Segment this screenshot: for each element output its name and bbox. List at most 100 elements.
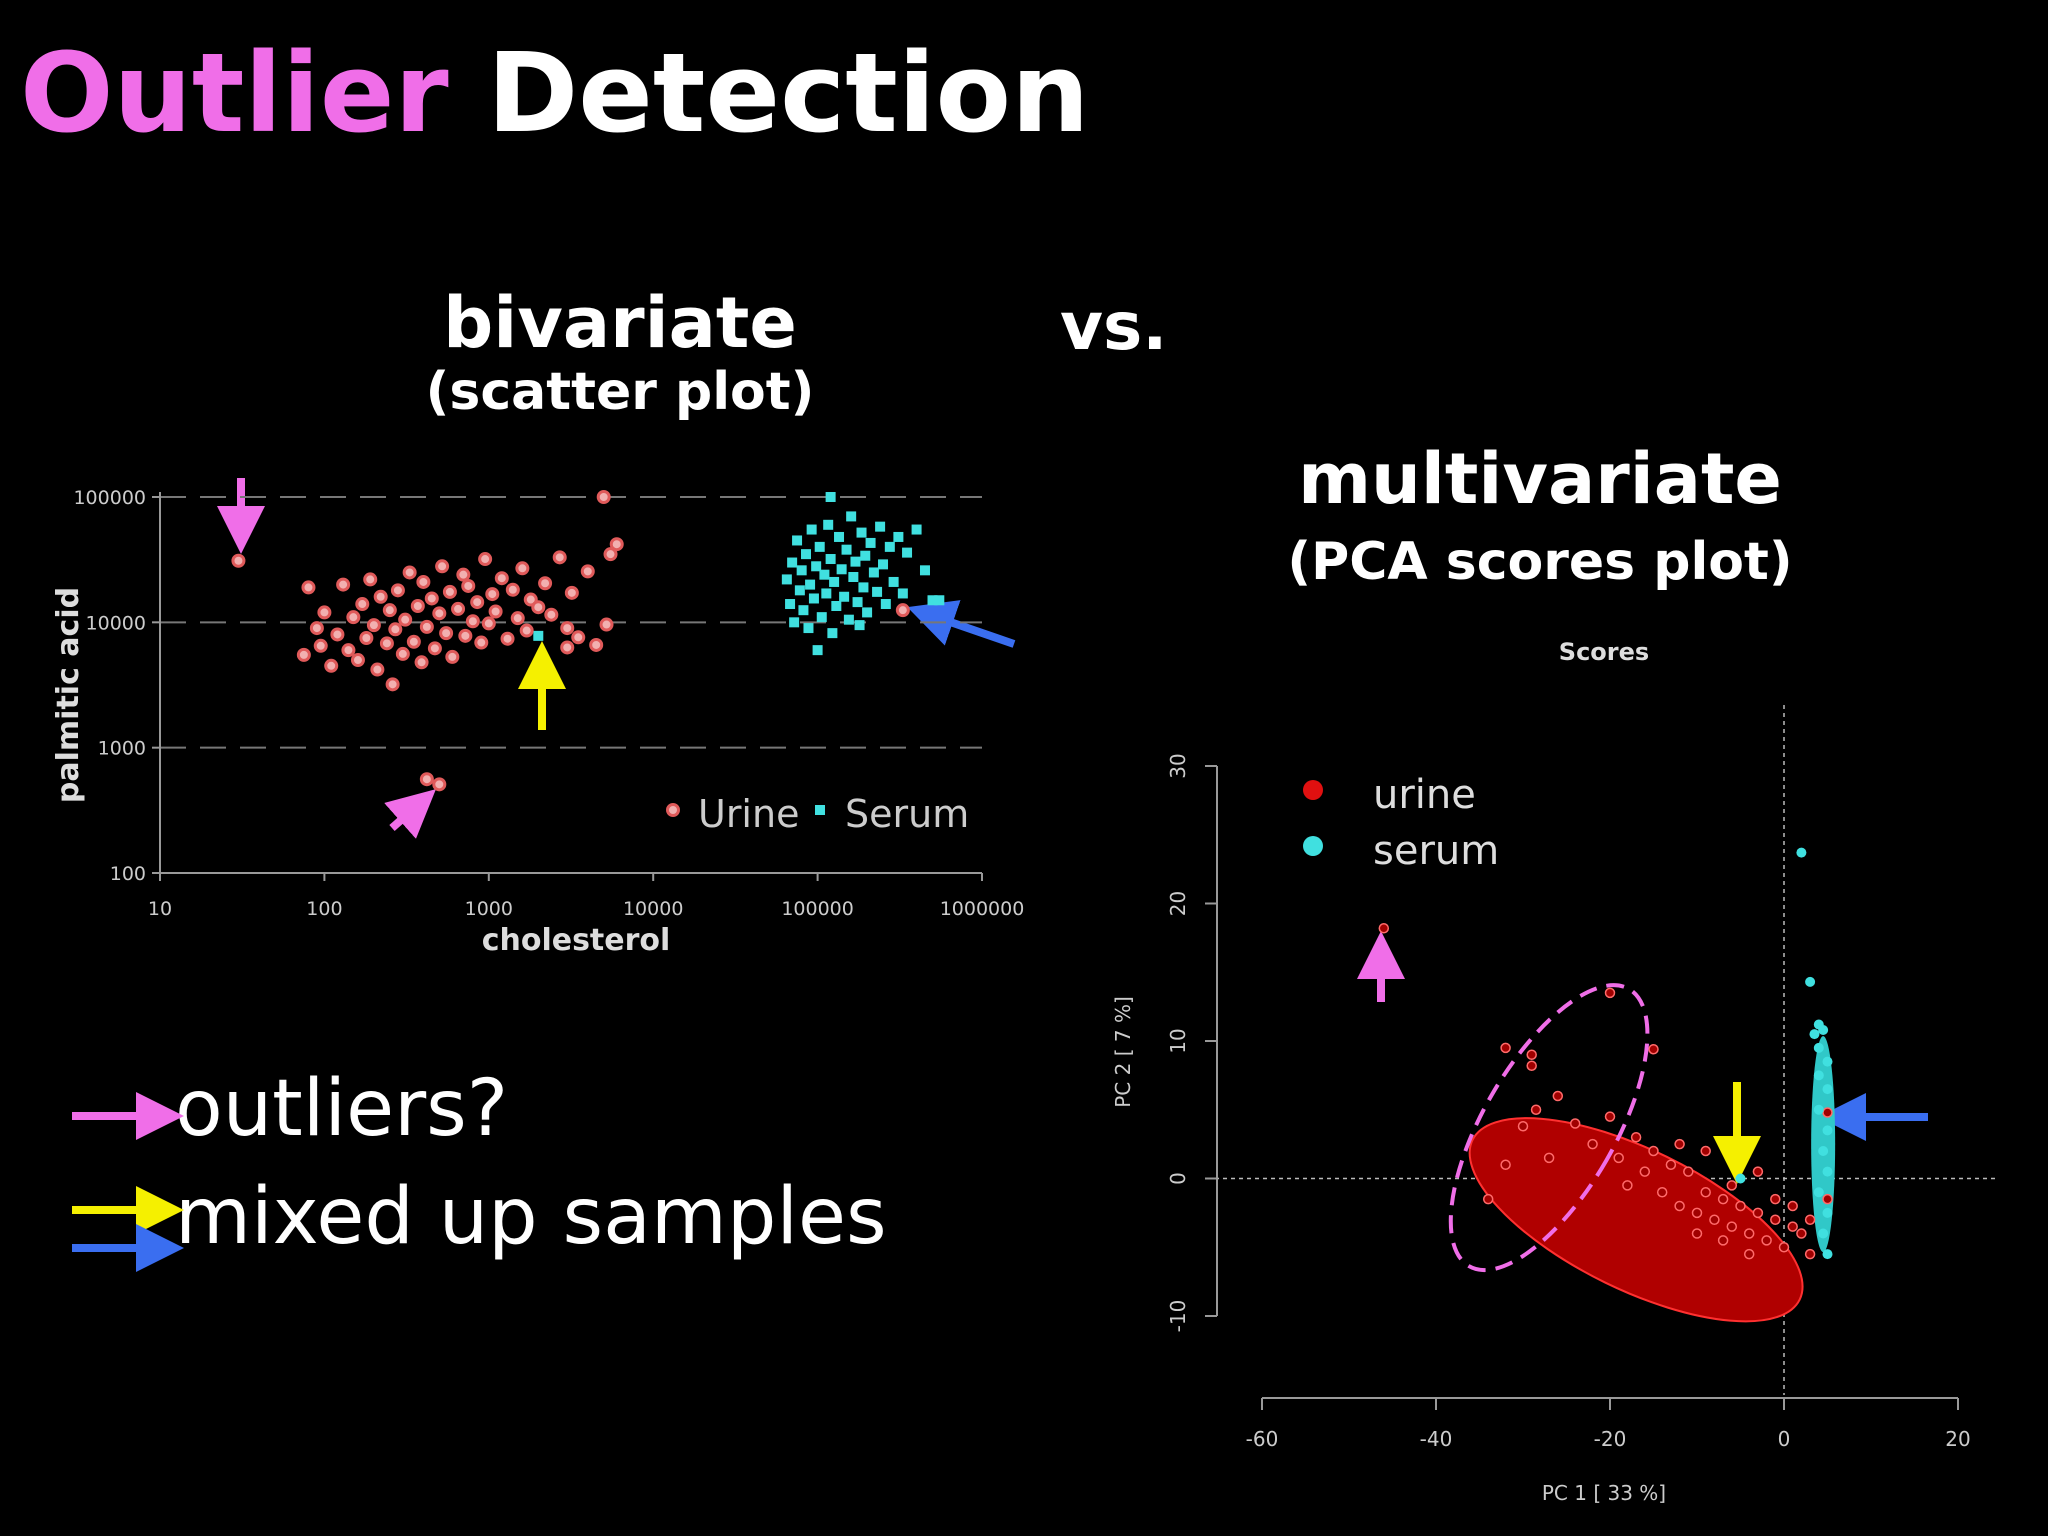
serum-point	[911, 524, 922, 535]
urine-point	[1639, 1166, 1651, 1177]
urine-point	[1787, 1200, 1798, 1212]
serum-point	[1796, 847, 1807, 858]
pca-scores-chart: Scores -60 -40 -20 0 20 -10 0 10 20 30 PC 1 [ 33 %]…	[1111, 638, 1995, 1505]
outlier-group-ellipse	[1448, 983, 1650, 1273]
urine-point	[1648, 1145, 1659, 1157]
urine-point	[1726, 1221, 1738, 1232]
urine-point	[379, 636, 394, 651]
urine-point	[373, 589, 388, 604]
serum-point	[1818, 1146, 1829, 1156]
urine-point	[515, 561, 530, 576]
urine-point	[424, 591, 439, 606]
urine-point	[552, 550, 567, 565]
urine-point	[1500, 1159, 1511, 1170]
serum-point	[794, 585, 805, 596]
serum-point	[848, 571, 859, 582]
urine-point	[1804, 1248, 1816, 1260]
serum-point	[812, 645, 823, 656]
urine-point	[330, 627, 345, 642]
serum-point	[856, 527, 867, 538]
serum-point	[806, 524, 817, 535]
serum-point	[893, 531, 904, 542]
serum-point	[850, 556, 861, 567]
urine-point	[1735, 1200, 1746, 1212]
legend-urine-label: urine	[1373, 772, 1476, 818]
urine-point	[1709, 1214, 1720, 1225]
urine-point	[560, 621, 575, 636]
x-tick-label: 10000	[623, 898, 683, 920]
serum-point	[831, 600, 842, 611]
urine-point	[603, 547, 618, 562]
serum-point	[1822, 1056, 1833, 1067]
serum-point	[902, 547, 913, 558]
legend-serum-label: serum	[1373, 828, 1499, 874]
urine-point	[1700, 1187, 1711, 1198]
urine-point	[324, 658, 339, 673]
urine-point	[445, 649, 460, 664]
serum-point	[846, 511, 857, 522]
urine-point	[481, 616, 496, 631]
urine-point	[1717, 1235, 1729, 1246]
urine-point	[1526, 1049, 1537, 1060]
pca-title: Scores	[1559, 638, 1649, 666]
multivariate-heading: multivariate	[1298, 438, 1782, 520]
x-tick-label: 100000	[781, 898, 854, 920]
urine-point	[1517, 1121, 1529, 1132]
urine-point	[442, 584, 457, 599]
x-tick-label: 100	[306, 898, 342, 920]
serum-point	[825, 492, 836, 502]
serum-point	[792, 535, 803, 546]
serum-point	[860, 550, 871, 561]
urine-point	[346, 610, 361, 625]
x-axis-label: cholesterol	[482, 923, 671, 958]
urine-point	[419, 772, 434, 787]
serum-point	[1818, 1025, 1829, 1035]
urine-point	[510, 611, 525, 626]
urine-point	[478, 552, 493, 567]
left-pink-arrow-bottom	[384, 789, 436, 839]
urine-point	[451, 601, 466, 616]
urine-point	[439, 626, 454, 641]
urine-point	[406, 634, 421, 649]
legend-serum-marker	[1303, 836, 1323, 856]
serum-point	[884, 541, 895, 552]
urine-point	[435, 559, 450, 574]
urine-point	[1770, 1193, 1781, 1205]
urine-point	[474, 635, 489, 650]
urine-point	[494, 571, 509, 586]
urine-point	[410, 598, 425, 613]
serum-point	[805, 579, 816, 590]
serum-point	[1822, 1207, 1833, 1218]
urine-point	[432, 777, 447, 792]
urine-point	[1743, 1228, 1755, 1239]
urine-point	[1482, 1193, 1494, 1205]
legend-urine-marker	[1303, 780, 1323, 800]
urine-point	[488, 604, 503, 619]
y-axis-label: palmitic acid	[51, 587, 86, 803]
serum-point	[821, 588, 832, 599]
urine-point	[589, 637, 604, 652]
urine-point	[1752, 1166, 1764, 1177]
serum-point	[854, 620, 865, 631]
urine-point	[350, 653, 365, 668]
y-tick-label: 0	[1166, 1172, 1190, 1185]
serum-point	[1822, 1166, 1833, 1177]
legend-serum-marker	[815, 805, 825, 815]
urine-point	[1770, 1214, 1781, 1225]
urine-point	[1717, 1193, 1729, 1205]
serum-point	[787, 557, 798, 568]
urine-point	[414, 655, 429, 670]
urine-point	[895, 603, 910, 618]
urine-point	[485, 587, 500, 602]
legend-serum-label: Serum	[845, 792, 969, 836]
urine-confidence-ellipse	[1468, 1117, 1804, 1323]
urine-point	[1822, 1107, 1833, 1118]
x-tick-label: 1000	[465, 898, 513, 920]
urine-point	[419, 619, 434, 634]
y-tick-label: 30	[1166, 753, 1190, 778]
urine-point	[599, 617, 614, 632]
urine-point	[500, 631, 515, 646]
urine-point	[1796, 1228, 1807, 1239]
urine-point	[355, 597, 370, 612]
urine-point	[1552, 1090, 1564, 1102]
